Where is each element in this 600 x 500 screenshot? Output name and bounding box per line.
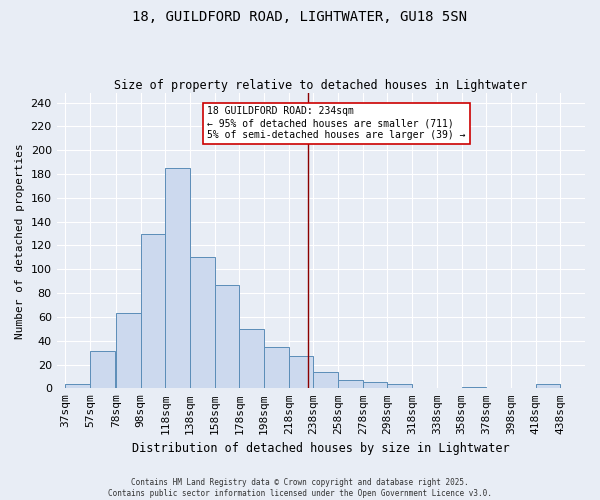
Text: 18, GUILDFORD ROAD, LIGHTWATER, GU18 5SN: 18, GUILDFORD ROAD, LIGHTWATER, GU18 5SN [133,10,467,24]
Bar [313,372,338,388]
Title: Size of property relative to detached houses in Lightwater: Size of property relative to detached ho… [114,79,527,92]
Bar [190,258,215,388]
Bar [116,314,140,388]
Bar [461,387,486,388]
Bar [140,234,165,388]
X-axis label: Distribution of detached houses by size in Lightwater: Distribution of detached houses by size … [132,442,509,455]
Bar [289,356,313,388]
Bar [338,380,363,388]
Bar [215,285,239,389]
Bar [239,329,264,388]
Bar [165,168,190,388]
Bar [388,384,412,388]
Bar [90,352,115,389]
Y-axis label: Number of detached properties: Number of detached properties [15,143,25,338]
Text: 18 GUILDFORD ROAD: 234sqm
← 95% of detached houses are smaller (711)
5% of semi-: 18 GUILDFORD ROAD: 234sqm ← 95% of detac… [207,106,466,140]
Text: Contains HM Land Registry data © Crown copyright and database right 2025.
Contai: Contains HM Land Registry data © Crown c… [108,478,492,498]
Bar [65,384,90,388]
Bar [536,384,560,388]
Bar [363,382,388,388]
Bar [264,346,289,389]
